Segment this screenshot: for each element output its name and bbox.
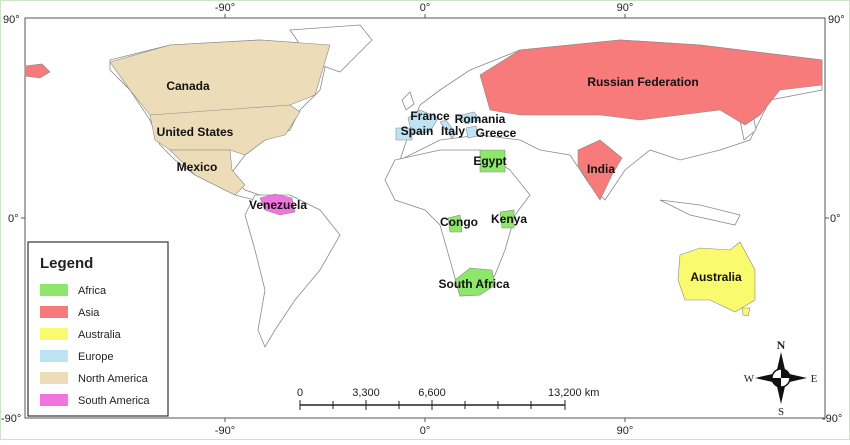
- longitude-label: 90°: [617, 425, 634, 437]
- latitude-label: -90°: [1, 413, 21, 425]
- mexico-shape: [169, 149, 246, 196]
- legend-swatch: [40, 328, 68, 340]
- legend-swatch: [40, 350, 68, 362]
- country-label: Romania: [455, 112, 506, 126]
- romania-shape: [457, 111, 481, 125]
- canada-shape: [109, 39, 331, 116]
- russia-east-shape: [24, 63, 51, 79]
- compass-n: N: [777, 338, 786, 352]
- longitude-label: 90°: [617, 2, 634, 14]
- legend-label: Africa: [78, 285, 107, 297]
- legend-label: North America: [78, 373, 149, 385]
- legend-label: Europe: [78, 351, 113, 363]
- country-label: Congo: [440, 215, 478, 229]
- country-label: Spain: [401, 124, 434, 138]
- compass-w: W: [744, 373, 755, 385]
- spain-shape: [395, 127, 413, 141]
- legend-items: Africa Asia Australia Europe North America So…: [40, 284, 150, 407]
- scale-label: 3,300: [352, 387, 380, 399]
- longitude-label: 0°: [420, 425, 431, 437]
- latitude-label: -90°: [822, 413, 842, 425]
- country-label: Italy: [441, 124, 465, 138]
- graticule-ticks: [21, 14, 829, 422]
- egypt-shape: [479, 149, 506, 173]
- country-label: Australia: [690, 270, 742, 284]
- scale-bar: 0 3,300 6,600 13,200 km: [297, 387, 599, 410]
- country-label: India: [587, 162, 615, 176]
- legend-label: South America: [78, 395, 150, 407]
- compass: N S E W: [744, 338, 818, 418]
- longitude-label: -90°: [215, 2, 235, 14]
- south-africa-shape: [454, 267, 496, 297]
- country-label: United States: [157, 125, 234, 139]
- greece-shape: [465, 125, 479, 139]
- latitude-label: 0°: [8, 213, 19, 225]
- country-label: South Africa: [439, 277, 510, 291]
- country-label: Greece: [476, 126, 517, 140]
- russia-shape: [479, 39, 823, 126]
- country-label: Russian Federation: [587, 75, 698, 89]
- longitude-label: 0°: [420, 2, 431, 14]
- country-label: Canada: [166, 79, 210, 93]
- legend-swatch: [40, 394, 68, 406]
- legend-title: Legend: [40, 255, 93, 272]
- graticule-labels: -90° 0° 90° -90° 0° 90° 90° 0° -90° 90° …: [1, 2, 845, 437]
- compass-s: S: [778, 406, 784, 418]
- italy-shape: [439, 119, 457, 139]
- legend-swatch: [40, 284, 68, 296]
- congo-shape: [447, 214, 463, 233]
- countries: [24, 39, 823, 317]
- tasmania-shape: [741, 307, 751, 317]
- country-label: Egypt: [473, 154, 506, 168]
- india-shape: [577, 139, 623, 201]
- latitude-label: 90°: [828, 14, 845, 26]
- country-labels: Canada United States Mexico Venezuela Fr…: [157, 75, 742, 291]
- scale-label: 0: [297, 387, 303, 399]
- longitude-label: -90°: [215, 425, 235, 437]
- country-label: France: [410, 109, 450, 123]
- latitude-label: 90°: [3, 14, 20, 26]
- venezuela-shape: [259, 193, 296, 216]
- legend-swatch: [40, 306, 68, 318]
- latitude-label: 0°: [830, 213, 841, 225]
- australia-shape: [677, 241, 756, 313]
- legend: Legend Africa Asia Australia Europe North Am…: [27, 241, 169, 417]
- united-states-shape: [149, 104, 301, 156]
- legend-swatch: [40, 372, 68, 384]
- country-label: Kenya: [491, 212, 527, 226]
- scale-label: 13,200 km: [548, 387, 599, 399]
- compass-e: E: [811, 373, 818, 385]
- scale-label: 6,600: [418, 387, 446, 399]
- legend-label: Asia: [78, 307, 100, 319]
- country-label: Venezuela: [249, 198, 307, 212]
- kenya-shape: [499, 209, 515, 229]
- legend-label: Australia: [78, 329, 122, 341]
- country-label: Mexico: [177, 160, 218, 174]
